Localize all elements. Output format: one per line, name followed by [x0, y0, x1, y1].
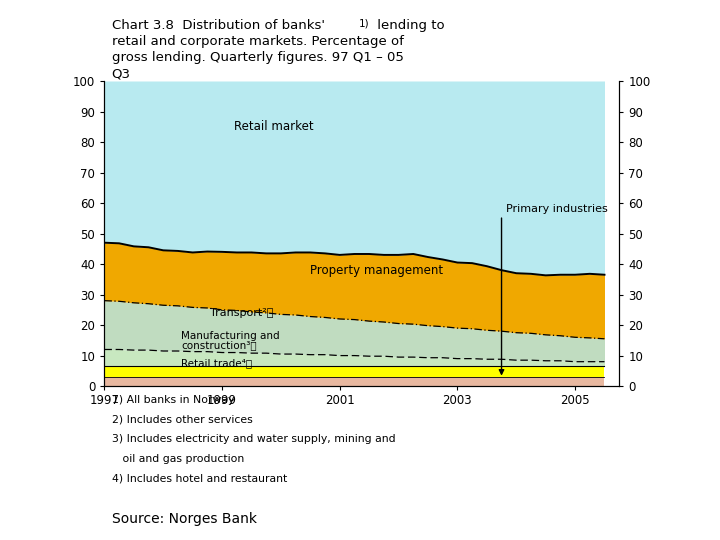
Text: Manufacturing and: Manufacturing and — [181, 331, 279, 341]
Text: 1): 1) — [359, 19, 369, 29]
Text: Property management: Property management — [310, 264, 444, 276]
Text: Q3: Q3 — [112, 68, 130, 80]
Text: Transport²⧠: Transport²⧠ — [210, 308, 274, 318]
Text: 4) Includes hotel and restaurant: 4) Includes hotel and restaurant — [112, 473, 287, 483]
Text: lending to: lending to — [373, 19, 444, 32]
Text: Chart 3.8  Distribution of banks': Chart 3.8 Distribution of banks' — [112, 19, 325, 32]
Text: Retail trade⁴⧠: Retail trade⁴⧠ — [181, 358, 252, 368]
Text: 2) Includes other services: 2) Includes other services — [112, 415, 252, 425]
Text: gross lending. Quarterly figures. 97 Q1 – 05: gross lending. Quarterly figures. 97 Q1 … — [112, 51, 403, 64]
Text: retail and corporate markets. Percentage of: retail and corporate markets. Percentage… — [112, 35, 403, 48]
Text: 3) Includes electricity and water supply, mining and: 3) Includes electricity and water supply… — [112, 434, 395, 444]
Text: oil and gas production: oil and gas production — [112, 454, 244, 464]
Text: 1) All banks in Norway: 1) All banks in Norway — [112, 395, 234, 406]
Text: Source: Norges Bank: Source: Norges Bank — [112, 512, 256, 526]
Text: Primary industries: Primary industries — [506, 204, 608, 214]
Text: construction³⧠: construction³⧠ — [181, 340, 256, 350]
Text: Retail market: Retail market — [234, 120, 313, 133]
